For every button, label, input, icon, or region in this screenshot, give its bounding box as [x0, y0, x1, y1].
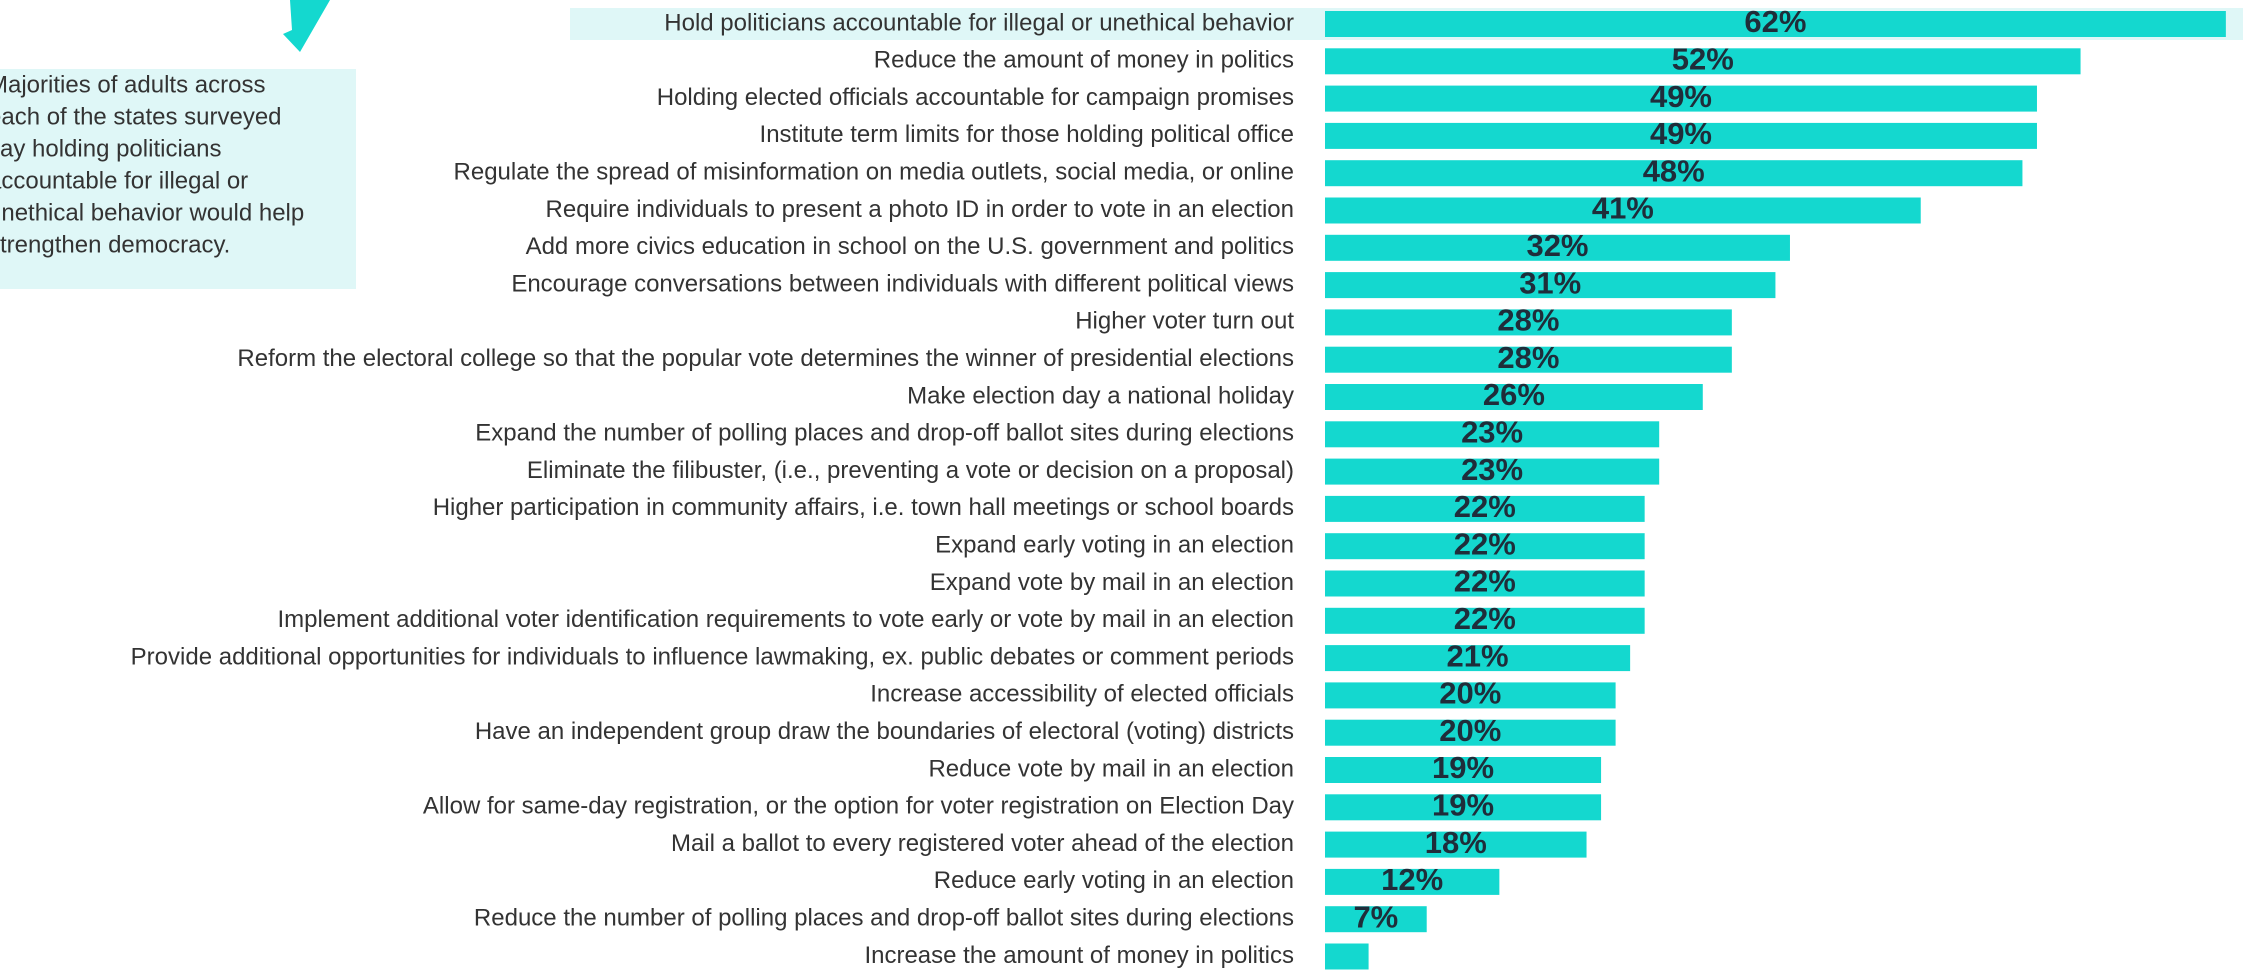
category-label: Expand vote by mail in an election [930, 569, 1294, 596]
bar [1325, 384, 1703, 410]
bar [1325, 48, 2081, 75]
bar [1325, 831, 1587, 858]
value-label: 12% [1381, 862, 1443, 897]
bar [1325, 346, 1732, 373]
bar [1325, 421, 1660, 448]
category-label: Holding elected officials accountable fo… [657, 84, 1294, 111]
annotation-line: each of the states surveyed [0, 103, 282, 130]
value-label: 22% [1454, 601, 1516, 636]
annotation-line: accountable for illegal or [0, 167, 248, 194]
value-label: 23% [1461, 414, 1523, 449]
value-label: 52% [1672, 41, 1734, 76]
value-label: 20% [1439, 713, 1501, 748]
category-label: Reform the electoral college so that the… [237, 345, 1294, 372]
category-label: Provide additional opportunities for ind… [131, 643, 1294, 670]
annotation-line: unethical behavior would help [0, 199, 304, 226]
category-label: Add more civics education in school on t… [526, 233, 1294, 260]
category-label: Eliminate the filibuster, (i.e., prevent… [527, 457, 1294, 484]
bar [1325, 682, 1616, 709]
bar [1325, 122, 2037, 149]
value-label: 18% [1425, 825, 1487, 860]
category-label: Higher voter turn out [1075, 308, 1294, 335]
category-label: Reduce the number of polling places and … [474, 905, 1294, 932]
value-label: 23% [1461, 452, 1523, 487]
bar [1325, 719, 1616, 746]
bar [1325, 645, 1631, 672]
category-label: Reduce vote by mail in an election [928, 755, 1294, 782]
category-label: Regulate the spread of misinformation on… [454, 159, 1294, 186]
bar [1325, 570, 1645, 597]
annotation-line: Majorities of adults across [0, 71, 265, 98]
bar [1325, 533, 1645, 560]
value-label: 28% [1497, 340, 1559, 375]
value-label: 22% [1454, 526, 1516, 561]
bar [1325, 160, 2023, 187]
category-label: Institute term limits for those holding … [760, 121, 1294, 148]
value-label: 31% [1519, 265, 1581, 300]
bar [1325, 943, 1369, 970]
arrow-icon [283, 0, 330, 52]
bar [1325, 607, 1645, 634]
bar [1325, 85, 2037, 112]
bar [1325, 495, 1645, 522]
value-label: 19% [1432, 750, 1494, 785]
value-label: 32% [1526, 228, 1588, 263]
bar [1325, 906, 1427, 933]
value-label: 19% [1432, 787, 1494, 822]
bar [1325, 868, 1500, 895]
value-label: 26% [1483, 377, 1545, 412]
category-label: Hold politicians accountable for illegal… [664, 9, 1294, 36]
value-label: 48% [1643, 153, 1705, 188]
annotation-line: say holding politicians [0, 135, 221, 162]
value-label: 7% [1353, 899, 1398, 934]
category-label: Increase accessibility of elected offici… [870, 681, 1294, 708]
category-label: Allow for same-day registration, or the … [423, 793, 1294, 820]
category-label: Reduce the amount of money in politics [874, 47, 1294, 74]
value-label: 49% [1650, 79, 1712, 114]
value-label: 41% [1592, 191, 1654, 226]
value-label: 20% [1439, 676, 1501, 711]
category-label: Mail a ballot to every registered voter … [671, 830, 1294, 857]
value-label: 49% [1650, 116, 1712, 151]
value-label: 28% [1497, 303, 1559, 338]
category-label: Expand the number of polling places and … [475, 420, 1294, 447]
category-label: Reduce early voting in an election [934, 867, 1294, 894]
value-label: 22% [1454, 564, 1516, 599]
value-label: 22% [1454, 489, 1516, 524]
category-label: Expand early voting in an election [935, 532, 1294, 559]
category-label: Higher participation in community affair… [433, 494, 1294, 521]
bar [1325, 197, 1921, 224]
bar [1325, 272, 1776, 299]
bar [1325, 234, 1790, 261]
category-label: Have an independent group draw the bound… [475, 718, 1294, 745]
bar [1325, 794, 1602, 821]
category-label: Encourage conversations between individu… [511, 270, 1294, 297]
category-label: Require individuals to present a photo I… [546, 196, 1294, 223]
annotation-box [0, 69, 356, 289]
category-label: Make election day a national holiday [907, 382, 1294, 409]
category-label: Implement additional voter identificatio… [277, 606, 1294, 633]
bar [1325, 11, 2226, 37]
bar [1325, 757, 1602, 783]
value-label: 62% [1744, 4, 1806, 39]
annotation-line: strengthen democracy. [0, 231, 230, 258]
value-label: 21% [1447, 638, 1509, 673]
category-label: Increase the amount of money in politics [864, 942, 1294, 969]
bar [1325, 458, 1660, 485]
bar [1325, 309, 1732, 336]
